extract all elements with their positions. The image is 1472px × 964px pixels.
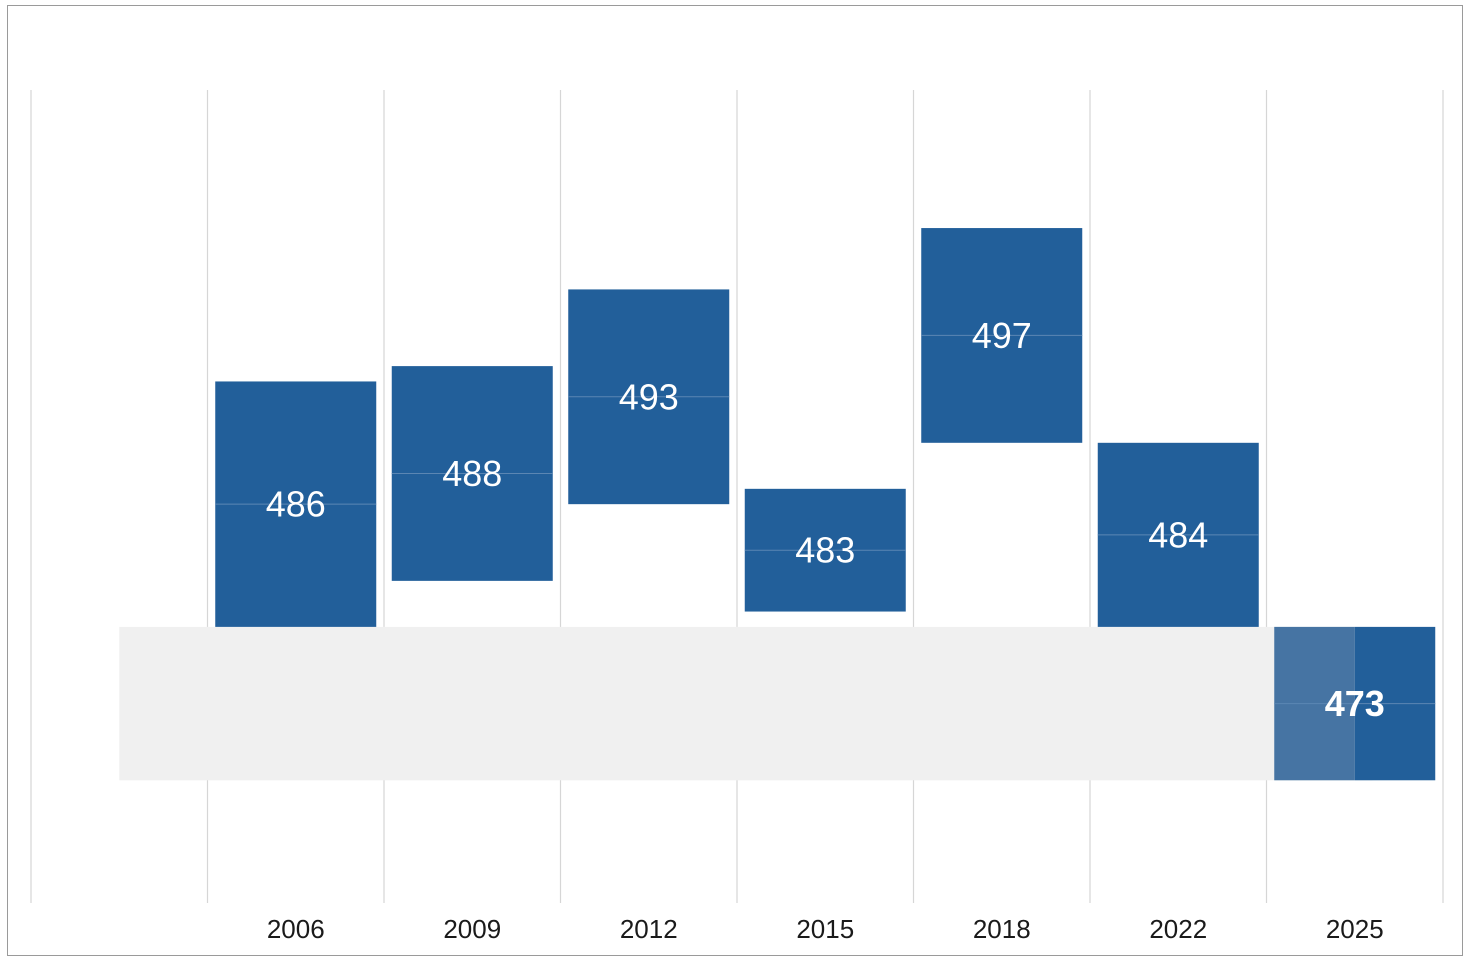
tick-label-2022: 2022 xyxy=(1149,914,1207,944)
tick-label-2025: 2025 xyxy=(1326,914,1384,944)
reference-band xyxy=(119,626,1373,781)
tick-label-2012: 2012 xyxy=(620,914,678,944)
value-label-2018: 497 xyxy=(972,315,1032,356)
bar-2025 xyxy=(1274,626,1436,781)
tick-label-2009: 2009 xyxy=(443,914,501,944)
value-label-2012: 493 xyxy=(619,376,679,417)
bar-2018 xyxy=(921,228,1083,443)
bar-2009 xyxy=(391,366,553,581)
tick-label-2015: 2015 xyxy=(796,914,854,944)
reference-band-layer xyxy=(119,626,1373,781)
value-label-2022: 484 xyxy=(1148,514,1208,555)
value-label-2025: 473 xyxy=(1325,683,1385,724)
tick-label-2018: 2018 xyxy=(973,914,1031,944)
bars xyxy=(215,228,1436,781)
bar-2012 xyxy=(568,289,730,505)
value-label-2015: 483 xyxy=(795,530,855,571)
value-label-2006: 486 xyxy=(266,484,326,525)
bar-2022 xyxy=(1097,442,1259,627)
value-labels: 486 488 493 483 497 484 473 xyxy=(266,315,1385,724)
value-label-2009: 488 xyxy=(442,453,502,494)
bar-2006 xyxy=(215,381,377,627)
bar-2015 xyxy=(744,488,906,612)
x-axis-tick-labels: 2006 2009 2012 2015 2018 2022 2025 xyxy=(267,914,1384,944)
tick-label-2006: 2006 xyxy=(267,914,325,944)
